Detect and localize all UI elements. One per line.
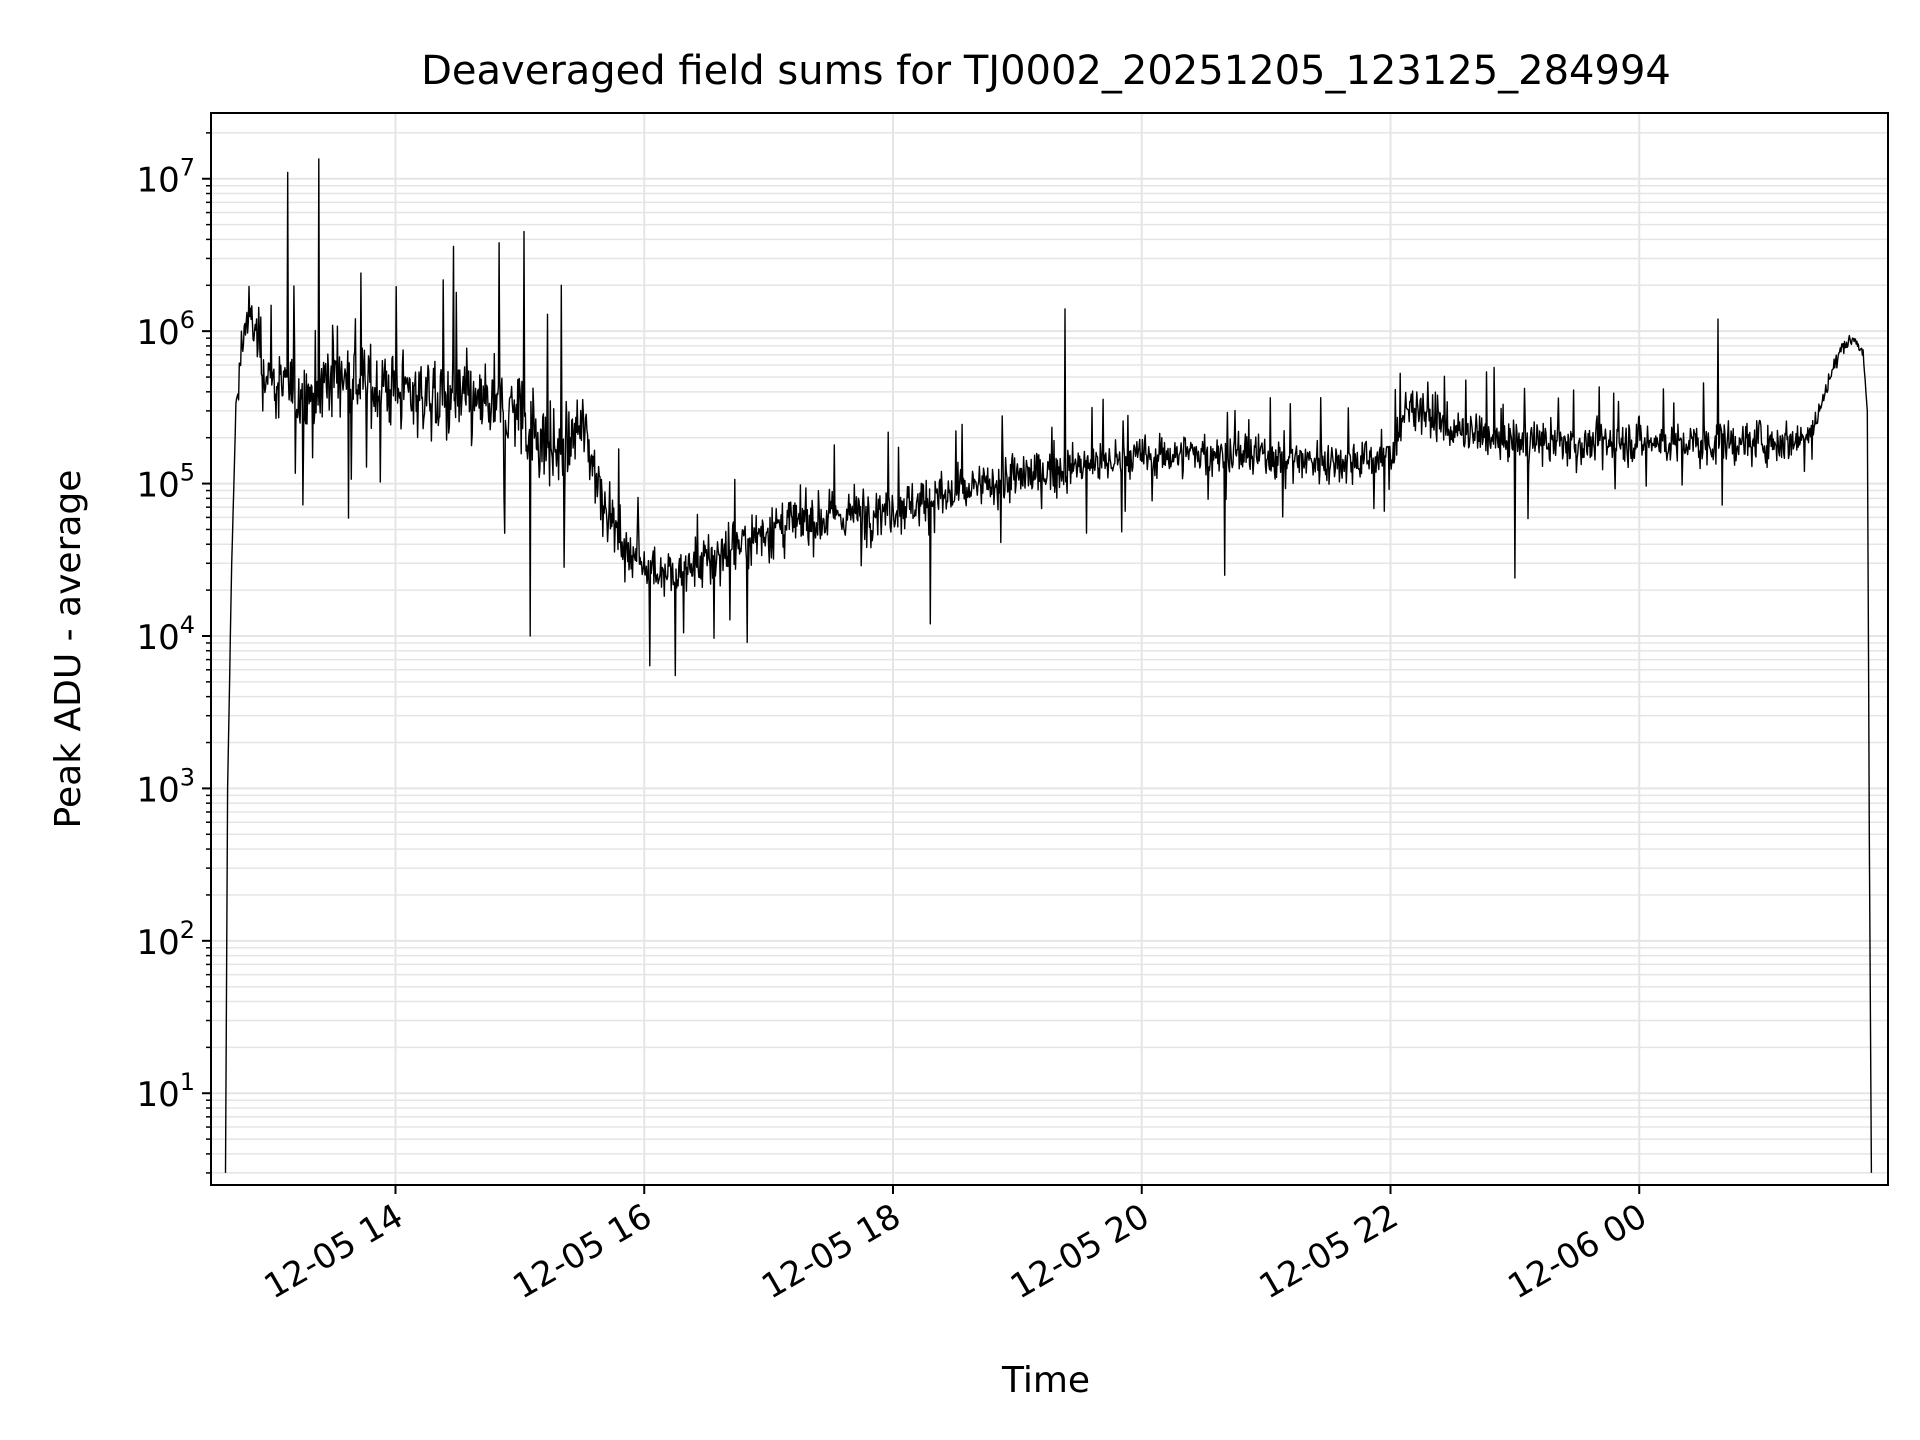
plot-frame [210,112,1889,1186]
y-tick-label: 104 [136,611,195,658]
y-tick-label: 102 [136,916,195,963]
x-axis: 12-05 14 12-05 16 12-05 18 12-05 20 12-05 22… [258,1185,1654,1307]
x-tick-label: 12-05 18 [755,1196,907,1307]
grid [211,113,1888,1185]
x-tick-label: 12-06 00 [1501,1196,1653,1307]
y-tick-label: 101 [136,1068,195,1115]
series-line-0 [224,158,1873,1173]
y-tick-label: 105 [136,459,195,506]
x-tick-label: 12-05 20 [1004,1196,1156,1307]
x-tick-label: 12-05 22 [1253,1196,1405,1307]
series [224,158,1873,1173]
y-axis: 101 102 103 104 105 106 107 [136,132,211,1174]
x-axis-label: Time [1001,1360,1090,1401]
y-axis-label: Peak ADU - average [48,470,89,829]
x-tick-label: 12-05 16 [506,1196,658,1307]
chart-title: Deaveraged field sums for TJ0002_2025120… [421,48,1671,94]
y-tick-label: 107 [136,154,195,201]
x-tick-label: 12-05 14 [258,1196,410,1307]
y-tick-label: 103 [136,763,195,810]
y-tick-label: 106 [136,306,195,353]
